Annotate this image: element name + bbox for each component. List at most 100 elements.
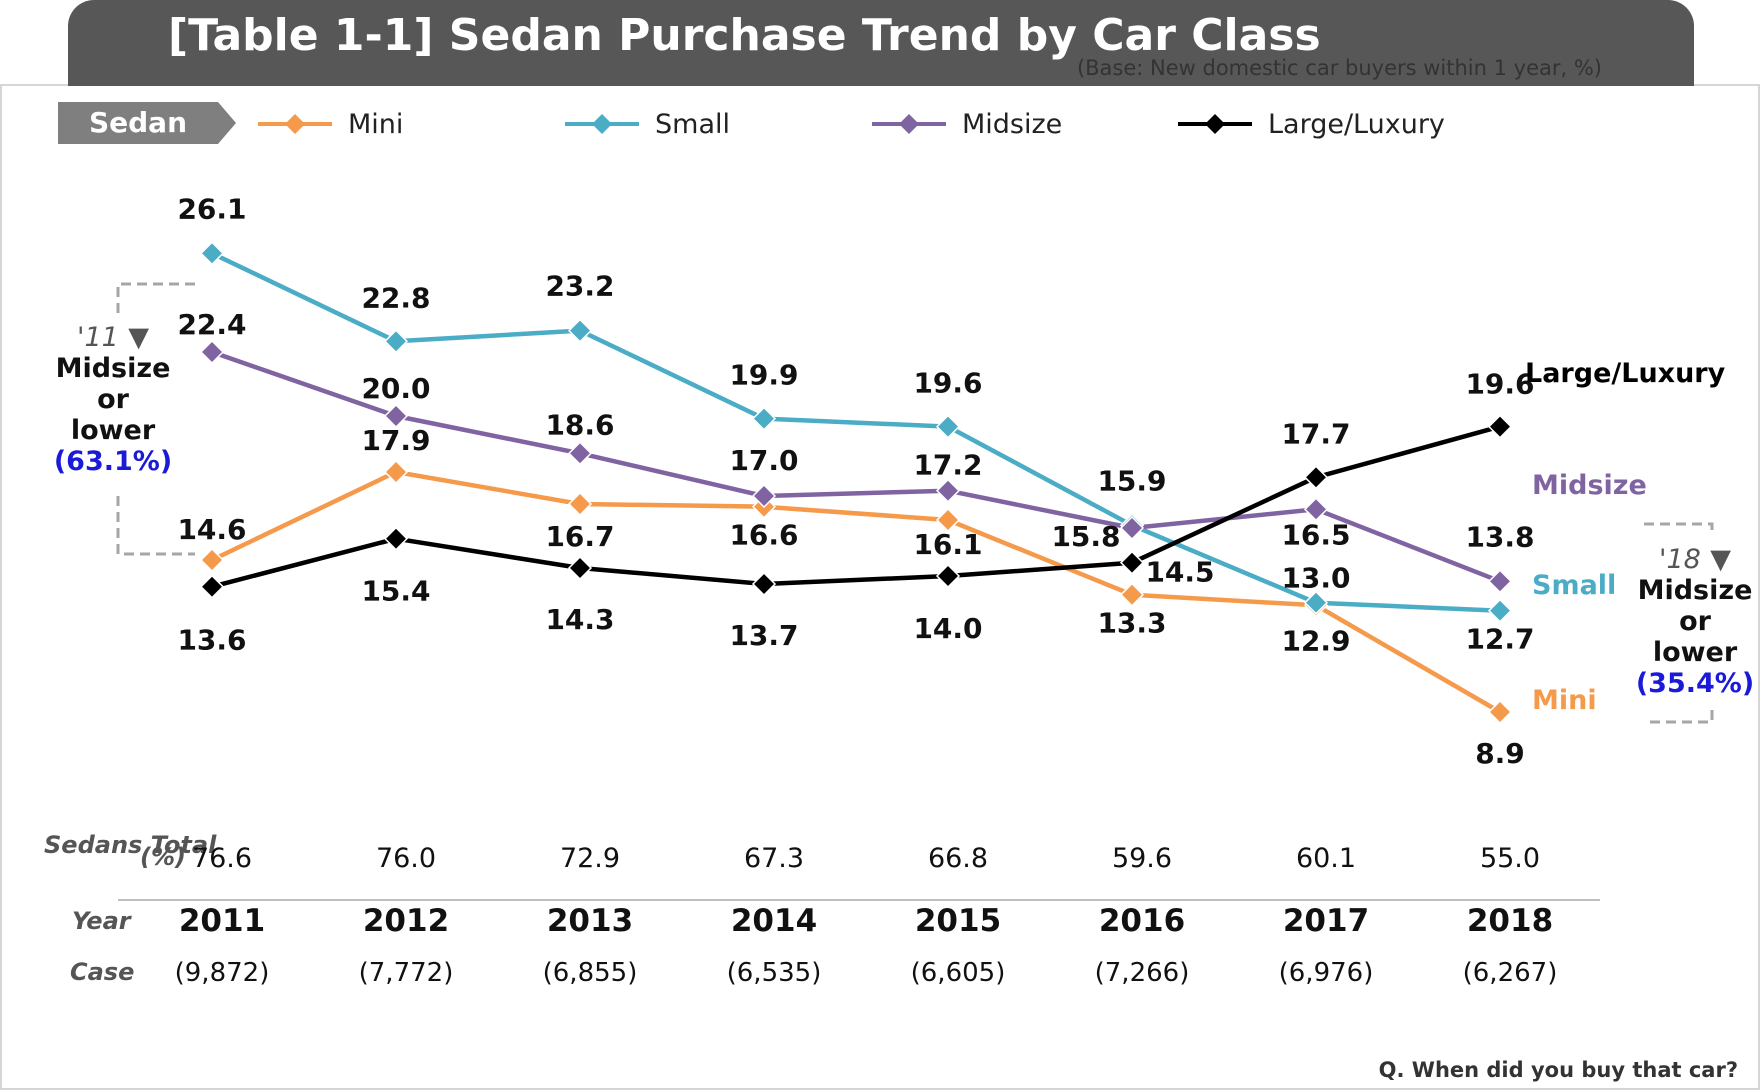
- point-mini-2016: [1119, 582, 1145, 607]
- data-label-small-2011: 26.1: [177, 192, 246, 225]
- point-large-luxury-2018: [1487, 414, 1513, 439]
- data-label-midsize-2017: 16.5: [1281, 518, 1350, 551]
- data-label-small-2016: 15.9: [1097, 464, 1166, 497]
- legend-label-mini: Mini: [348, 108, 404, 140]
- sedan-tag-shape: [58, 102, 236, 144]
- legend-swatch-small: [565, 114, 639, 134]
- data-label-large-luxury-2017: 17.7: [1281, 417, 1350, 450]
- sedans-total-cell: 76.6: [191, 843, 253, 874]
- case-label: Case: [70, 958, 135, 986]
- sedans-total-cell: 59.6: [1111, 843, 1173, 874]
- point-midsize-2013: [567, 441, 593, 466]
- point-large-luxury-2017: [1303, 465, 1329, 490]
- left-note-year: '11: [77, 322, 119, 353]
- point-small-2015: [935, 414, 961, 439]
- series-line-midsize: [211, 349, 1501, 584]
- end-label-midsize: Midsize: [1532, 470, 1647, 501]
- data-label-large-luxury-2018: 19.6: [1465, 368, 1534, 401]
- data-label-midsize-2018: 13.8: [1465, 520, 1534, 553]
- point-mini-2018: [1487, 699, 1513, 725]
- case-cell: (7,266): [1094, 958, 1190, 988]
- sedans-total-cell: 67.3: [743, 843, 805, 874]
- right-note-line3: lower: [1652, 637, 1738, 668]
- point-small-2017: [1303, 590, 1329, 615]
- point-small-2011: [199, 241, 225, 266]
- point-midsize-2018: [1487, 569, 1513, 594]
- sedans-total-cell: 76.0: [375, 843, 437, 874]
- end-label-large-luxury: Large/Luxury: [1525, 358, 1726, 389]
- year-cell: 2015: [914, 903, 1002, 939]
- legend-swatch-mini: [258, 114, 332, 134]
- sedan-tag-label: Sedan: [88, 106, 188, 139]
- point-large-luxury-2011: [199, 574, 225, 599]
- chart-frame: [0, 84, 1760, 1090]
- legend-item-midsize: Midsize: [870, 104, 1062, 144]
- series-line-mini: [211, 469, 1502, 714]
- data-label-large-luxury-2014: 13.7: [729, 619, 798, 652]
- title-bar: [Table 1-1] Sedan Purchase Trend by Car …: [68, 0, 1694, 86]
- case-cell: (6,855): [542, 958, 638, 988]
- case-cell: (6,267): [1462, 958, 1558, 988]
- point-midsize-2016: [1119, 515, 1145, 541]
- end-label-mini: Mini: [1532, 685, 1597, 716]
- left-note-pct: (63.1%): [53, 446, 173, 477]
- right-note-pct: (35.4%): [1635, 668, 1755, 699]
- point-midsize-2015: [935, 478, 961, 503]
- legend-item-small: Small: [563, 104, 730, 144]
- left-note: '11 ▼ Midsize or lower (63.1%): [48, 322, 178, 477]
- right-note: '18 ▼ Midsize or lower (35.4%): [1632, 544, 1758, 699]
- case-cell: (6,976): [1278, 958, 1374, 988]
- data-label-midsize-2016: 15.8: [1051, 520, 1120, 553]
- point-small-2012: [383, 329, 409, 354]
- legend-swatch-large-luxury: [1178, 114, 1252, 134]
- down-triangle-icon: ▼: [1710, 544, 1731, 575]
- data-label-mini-2017: 12.9: [1281, 624, 1350, 657]
- case-cell: (6,535): [726, 958, 822, 988]
- data-label-large-luxury-2012: 15.4: [361, 575, 430, 608]
- data-label-large-luxury-2016: 14.5: [1145, 556, 1214, 589]
- sedans-total-cell: 60.1: [1295, 843, 1357, 874]
- legend-label-large-luxury: Large/Luxury: [1268, 108, 1445, 140]
- data-label-mini-2011: 14.6: [177, 513, 246, 546]
- right-bracket: [1644, 522, 1714, 724]
- year-cell: 2017: [1282, 903, 1370, 939]
- data-label-midsize-2013: 18.6: [545, 408, 614, 441]
- table-divider: [118, 899, 1600, 901]
- point-midsize-2011: [199, 339, 225, 365]
- series-line-large-luxury: [211, 424, 1501, 589]
- data-label-midsize-2012: 20.0: [361, 372, 430, 405]
- point-small-2014: [751, 406, 777, 431]
- point-mini-2012: [383, 459, 409, 485]
- left-note-line3: lower: [70, 415, 156, 446]
- survey-question: Q. When did you buy that car?: [1378, 1058, 1738, 1082]
- point-mini-2013: [567, 491, 593, 517]
- right-note-line2: or: [1679, 606, 1711, 637]
- data-label-midsize-2015: 17.2: [913, 449, 982, 482]
- left-bracket: [116, 282, 195, 556]
- year-cell: 2016: [1098, 903, 1186, 939]
- down-triangle-icon: ▼: [128, 322, 149, 353]
- data-label-mini-2012: 17.9: [361, 424, 430, 457]
- point-small-2018: [1487, 598, 1513, 623]
- sedans-total-row: 76.6 76.0 72.9 67.3 66.8 59.6 60.1 55.0: [0, 843, 1762, 883]
- year-cell: 2013: [546, 903, 634, 939]
- data-label-mini-2013: 16.7: [545, 520, 614, 553]
- data-label-mini-2014: 16.6: [729, 519, 798, 552]
- sedans-total-cell: 66.8: [927, 843, 989, 874]
- legend-item-mini: Mini: [256, 104, 403, 144]
- series-line-small: [211, 251, 1501, 613]
- data-label-midsize-2011: 22.4: [177, 308, 246, 341]
- left-note-line1: Midsize: [55, 353, 171, 384]
- data-label-mini-2016: 13.3: [1097, 607, 1166, 640]
- point-mini-2015: [935, 507, 961, 533]
- data-label-large-luxury-2013: 14.3: [545, 603, 614, 636]
- sedans-total-cell: 55.0: [1479, 843, 1541, 874]
- data-label-small-2014: 19.9: [729, 359, 798, 392]
- case-cell: (9,872): [174, 958, 270, 988]
- point-midsize-2014: [751, 483, 777, 509]
- legend-swatch-midsize: [872, 114, 946, 134]
- point-large-luxury-2013: [567, 555, 593, 581]
- data-label-mini-2015: 16.1: [913, 528, 982, 561]
- right-note-line1: Midsize: [1637, 575, 1753, 606]
